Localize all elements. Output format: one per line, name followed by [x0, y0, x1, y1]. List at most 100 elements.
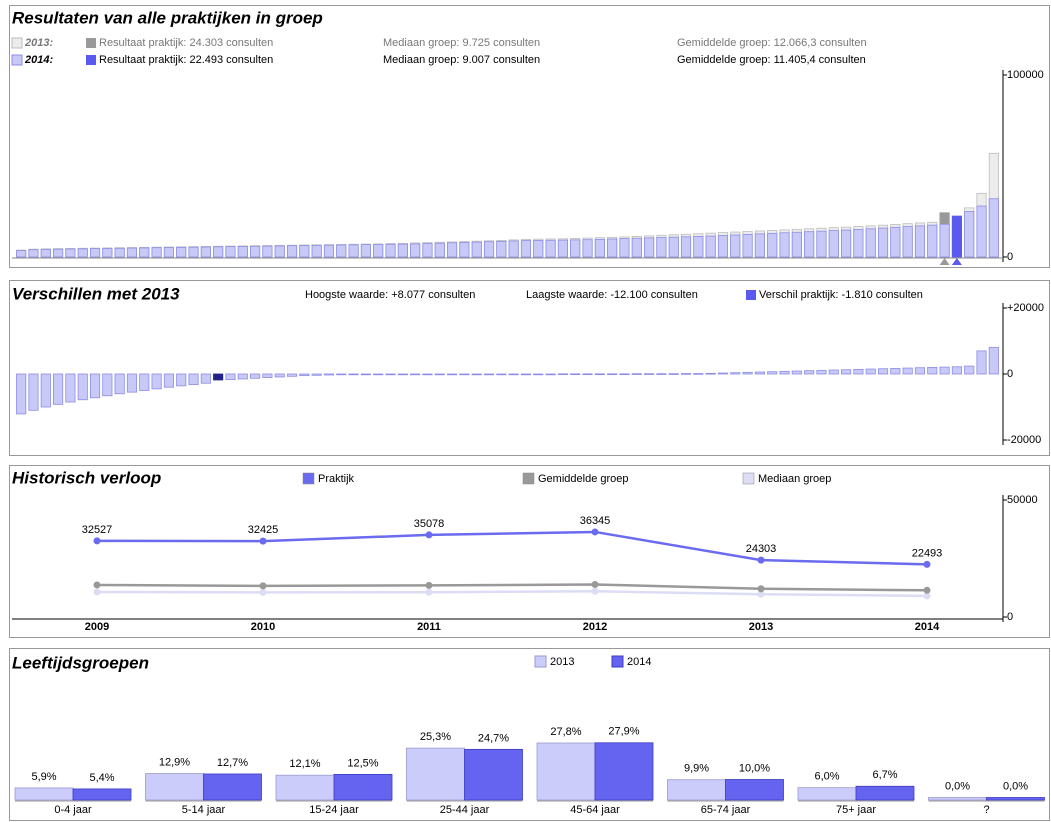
bar	[422, 243, 433, 258]
chart-title: Leeftijdsgroepen	[12, 653, 149, 672]
bar	[213, 373, 224, 381]
data-label: 36345	[580, 515, 611, 527]
bar	[877, 368, 889, 375]
y-tick-label: 100000	[1007, 69, 1044, 81]
x-tick-label: 2013	[749, 621, 773, 633]
point	[93, 588, 101, 596]
highlight-marker	[951, 258, 962, 265]
data-label: 5,4%	[89, 772, 114, 784]
bar	[797, 787, 857, 801]
bar	[853, 229, 864, 258]
bar	[274, 373, 285, 378]
legend-info: Mediaan groep: 9.725 consulten	[383, 37, 540, 49]
y-tick-label: -20000	[1007, 434, 1041, 446]
data-label: 10,0%	[739, 762, 770, 774]
bar	[841, 369, 852, 375]
data-label: 25,3%	[420, 731, 451, 743]
x-tick-label: 0-4 jaar	[54, 804, 92, 816]
bar	[299, 373, 310, 377]
bar	[767, 232, 778, 258]
bar	[464, 748, 523, 801]
legend-swatch	[11, 54, 23, 66]
bar	[434, 242, 445, 258]
legend-info: Resultaat praktijk: 24.303 consulten	[99, 37, 273, 49]
bar	[262, 373, 273, 379]
bar	[16, 373, 27, 415]
bar	[89, 373, 101, 399]
bar	[274, 245, 285, 258]
bar	[570, 373, 581, 376]
legend-info: Resultaat praktijk: 22.493 consulten	[99, 54, 273, 66]
bar	[188, 246, 199, 258]
bar	[804, 231, 815, 258]
bar	[471, 373, 482, 376]
bar	[385, 243, 396, 258]
bar	[928, 797, 987, 801]
bar	[336, 373, 347, 376]
legend-label: 2013	[550, 656, 574, 668]
bar	[545, 239, 556, 258]
point	[425, 581, 433, 589]
bar	[237, 373, 248, 380]
bar	[668, 373, 679, 375]
data-label: 24303	[746, 543, 777, 555]
chart-title: Resultaten van alle praktijken in groep	[12, 8, 323, 27]
bar	[693, 373, 704, 375]
bar	[406, 747, 465, 801]
bar	[951, 215, 962, 258]
bar	[459, 242, 470, 258]
bar	[40, 248, 51, 258]
bar	[828, 369, 839, 375]
x-tick-label: 45-64 jaar	[570, 804, 620, 816]
data-label: 12,7%	[217, 757, 248, 769]
bar	[902, 226, 913, 258]
data-label: 12,5%	[347, 757, 378, 769]
data-label: 9,9%	[684, 763, 709, 775]
legend-label: 2013:	[24, 37, 53, 49]
bar	[434, 373, 445, 376]
bar	[250, 245, 261, 258]
bar	[914, 367, 926, 375]
bar	[200, 246, 211, 258]
bar	[717, 372, 729, 375]
data-label: 0,0%	[1003, 780, 1028, 792]
bar	[483, 241, 495, 258]
point	[591, 528, 599, 536]
bar	[791, 231, 802, 258]
bar	[725, 779, 784, 801]
bar	[53, 248, 64, 258]
bar	[496, 373, 507, 376]
bar	[594, 238, 605, 258]
bar	[422, 373, 433, 376]
bar	[77, 248, 88, 258]
x-tick-label: ?	[983, 804, 989, 816]
bar	[742, 234, 753, 258]
bar	[176, 246, 187, 258]
bar	[360, 373, 371, 376]
bar	[927, 366, 938, 375]
point	[757, 590, 765, 598]
bar	[102, 373, 113, 397]
point	[93, 581, 101, 589]
bar	[607, 238, 618, 258]
bar	[939, 223, 950, 258]
note: Hoogste waarde: +8.077 consulten	[305, 289, 475, 301]
bar	[902, 367, 913, 375]
bar	[693, 236, 704, 258]
legend-label: 2014	[627, 656, 651, 668]
bar	[582, 239, 593, 258]
bar	[237, 246, 248, 258]
bar	[65, 373, 76, 403]
bar	[533, 240, 544, 258]
bar	[275, 774, 335, 801]
bar	[520, 373, 532, 376]
bar	[890, 226, 901, 258]
bar	[619, 238, 630, 258]
bar	[644, 237, 655, 258]
point	[923, 560, 931, 568]
bar	[730, 372, 741, 375]
bar	[508, 373, 519, 376]
bar	[77, 373, 88, 401]
bar	[779, 232, 790, 258]
bar	[557, 373, 568, 376]
